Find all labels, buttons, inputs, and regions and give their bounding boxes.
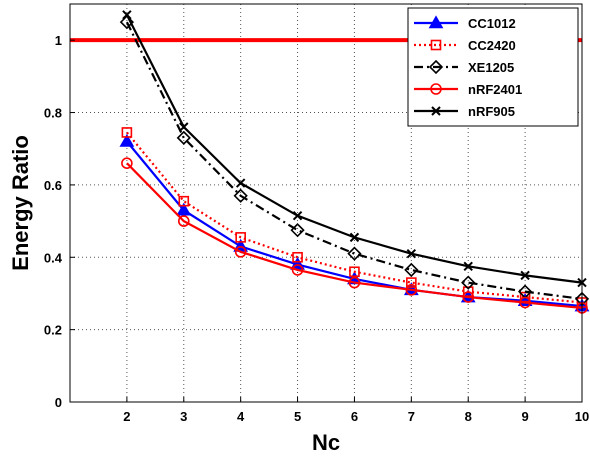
data-point <box>177 215 190 227</box>
legend-item: nRF905 <box>414 104 515 119</box>
data-point <box>291 264 304 276</box>
data-point <box>235 178 246 188</box>
legend-marker <box>428 15 444 29</box>
series-CC2420 <box>121 127 588 308</box>
data-point <box>404 262 419 278</box>
data-point <box>292 251 303 263</box>
x-tick-label: 9 <box>521 409 528 424</box>
legend-label: nRF2401 <box>468 82 522 97</box>
legend-item: CC1012 <box>414 15 516 31</box>
y-tick-label: 0.6 <box>44 178 62 193</box>
x-tick-label: 8 <box>465 409 472 424</box>
tick-group: 2 3 4 5 6 7 8 9 10 0 0.2 0.4 0.6 0.8 1 <box>44 33 589 424</box>
x-axis-label: Nc <box>312 430 340 455</box>
x-tick-label: 3 <box>180 409 187 424</box>
data-point <box>119 133 135 147</box>
legend-marker <box>431 106 441 116</box>
y-axis-label: Energy Ratio <box>8 135 33 271</box>
legend-label: CC1012 <box>468 16 516 31</box>
legend-marker <box>430 83 442 95</box>
data-point <box>176 130 191 146</box>
data-point <box>349 266 360 278</box>
data-point <box>349 232 360 243</box>
legend: CC1012 CC2420 XE1205 nRF2401 nRF905 <box>407 7 579 127</box>
data-point <box>519 296 531 309</box>
series-line <box>125 21 583 300</box>
data-point <box>463 261 473 272</box>
series-group <box>119 10 590 314</box>
legend-label: CC2420 <box>468 38 516 53</box>
y-tick-label: 0.2 <box>44 323 62 338</box>
x-tick-label: 10 <box>575 409 589 424</box>
legend-marker <box>428 59 444 75</box>
y-tick-label: 0.4 <box>44 250 63 265</box>
legend-marker <box>430 39 442 51</box>
x-tick-label: 2 <box>123 409 130 424</box>
legend-label: nRF905 <box>468 104 515 119</box>
data-point <box>406 277 417 288</box>
series-line <box>126 162 583 310</box>
plot-frame <box>69 3 583 403</box>
x-tick-label: 4 <box>237 409 245 424</box>
data-point <box>235 232 246 243</box>
legend-item: XE1205 <box>414 59 514 75</box>
data-point <box>122 10 132 20</box>
y-tick-label: 0.8 <box>44 106 62 121</box>
data-point <box>290 223 305 238</box>
data-point <box>461 275 476 290</box>
x-tick-label: 6 <box>351 409 358 424</box>
data-point <box>347 246 362 261</box>
data-point <box>233 188 248 203</box>
data-point <box>178 195 190 207</box>
data-point <box>406 248 417 259</box>
legend-item: CC2420 <box>414 38 516 53</box>
x-tick-label: 5 <box>294 409 301 424</box>
data-point <box>520 270 530 281</box>
legend-label: XE1205 <box>468 60 514 75</box>
series-line <box>126 131 583 304</box>
data-point <box>121 127 133 138</box>
data-point <box>405 284 418 296</box>
data-point <box>348 276 361 289</box>
data-point <box>176 202 192 216</box>
data-point <box>462 291 475 303</box>
y-tick-label: 1 <box>55 33 62 48</box>
series-nRF905 <box>122 10 587 288</box>
data-point <box>119 14 135 30</box>
data-point <box>292 210 303 221</box>
data-point <box>179 122 189 132</box>
data-point <box>121 157 133 169</box>
legend-item: nRF2401 <box>414 82 522 97</box>
data-point <box>234 246 247 258</box>
x-tick-label: 7 <box>408 409 415 424</box>
y-tick-label: 0 <box>55 395 62 410</box>
